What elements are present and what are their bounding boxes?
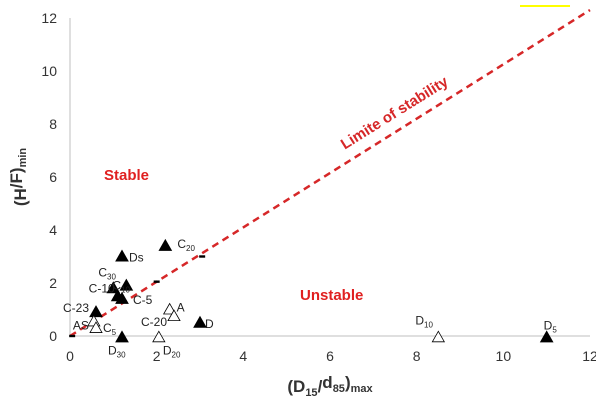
data-point-label: D — [205, 317, 214, 331]
data-point-label: D30 — [108, 343, 126, 359]
y-tick-label: 10 — [41, 63, 57, 79]
data-point-marker — [199, 255, 206, 258]
data-point-label: C10 — [112, 279, 130, 295]
data-point-marker — [115, 249, 129, 262]
data-point-label: D5 — [544, 318, 558, 334]
data-point-marker — [152, 330, 166, 343]
data-point-marker — [539, 330, 554, 343]
x-tick-label: 10 — [496, 348, 512, 364]
data-point-label: C30 — [98, 265, 116, 281]
x-tick-label: 8 — [413, 348, 421, 364]
data-point-label: D20 — [163, 343, 181, 359]
data-point-marker — [431, 330, 446, 343]
data-point-marker — [89, 321, 103, 333]
data-point-marker — [115, 330, 129, 343]
data-point-label: C-20 — [141, 315, 167, 329]
data-point-label: D10 — [415, 313, 433, 329]
x-tick-label: 0 — [66, 348, 74, 364]
region-label-stable: Stable — [104, 167, 149, 184]
y-tick-label: 2 — [49, 275, 57, 291]
data-point-label: C-5 — [133, 293, 153, 307]
x-tick-label: 2 — [153, 348, 161, 364]
region-label-unstable: Unstable — [300, 287, 363, 304]
x-tick-label: 6 — [326, 348, 334, 364]
data-point-label: C-10 — [89, 281, 115, 295]
y-tick-label: 12 — [41, 10, 57, 26]
data-point-label: A — [177, 301, 185, 315]
data-point-marker — [69, 334, 76, 338]
y-tick-label: 8 — [49, 116, 57, 132]
y-axis-title: (H/F)min — [7, 148, 30, 207]
y-tick-label: 0 — [49, 328, 57, 344]
x-axis-title: (D15/d85)max — [287, 373, 373, 399]
x-tick-label: 4 — [239, 348, 247, 364]
data-point-marker — [106, 281, 121, 294]
data-point-label: Ds — [129, 251, 144, 265]
data-point-marker — [162, 302, 177, 315]
x-tick-label: 12 — [582, 348, 596, 364]
data-point-marker — [119, 278, 134, 291]
data-point-label: C20 — [177, 237, 195, 253]
data-point-marker — [153, 280, 160, 283]
data-point-label: AS — [73, 318, 89, 332]
data-point-marker — [110, 289, 125, 302]
x-tick-labels: 0 2 4 6 8 10 12 — [66, 348, 596, 364]
data-point-label: C-23 — [63, 301, 89, 315]
stability-line-label: Limite of stability — [338, 73, 452, 153]
data-point-label: C5 — [103, 321, 117, 337]
data-point-marker — [158, 238, 173, 251]
data-point-marker — [89, 305, 103, 318]
y-tick-label: 6 — [49, 169, 57, 185]
data-point-marker — [167, 309, 181, 322]
y-tick-labels: 0 2 4 6 8 10 12 — [41, 10, 57, 344]
y-tick-label: 4 — [49, 222, 57, 238]
data-point-marker — [193, 315, 207, 328]
